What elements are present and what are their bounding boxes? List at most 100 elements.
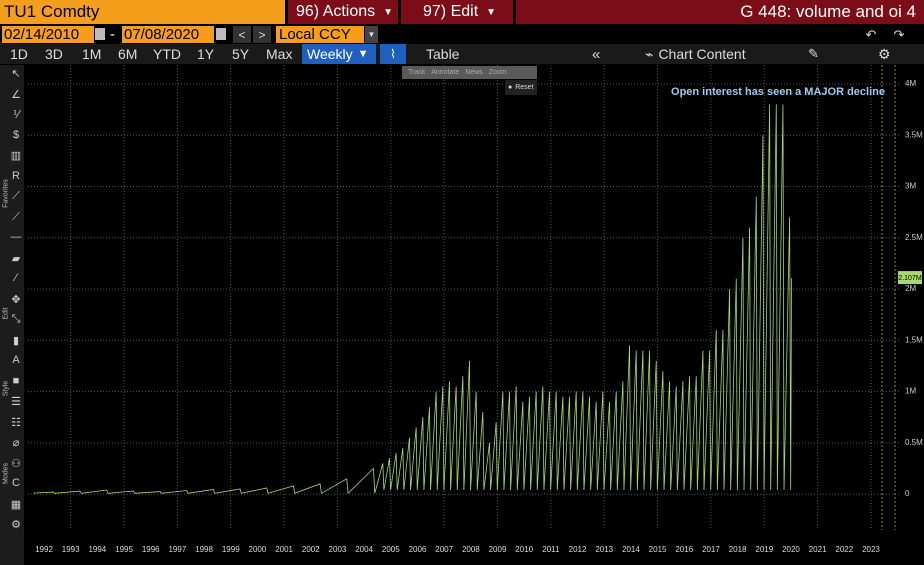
annotation: Open interest has seen a MAJOR decline (671, 86, 885, 98)
reset-label: Reset (515, 84, 534, 91)
dropdown-icon: ▼ (486, 6, 497, 18)
frequency-select[interactable]: Weekly ▼ (302, 44, 376, 64)
y-tick-label: 2M (905, 284, 916, 293)
period-button[interactable]: 1D (10, 46, 28, 62)
x-tick-label: 2007 (435, 545, 453, 554)
dropdown-icon: ▼ (383, 6, 394, 18)
prev-button[interactable]: < (233, 26, 251, 43)
x-tick-label: 2002 (302, 545, 320, 554)
tool-icon[interactable]: ⟋ (12, 210, 20, 223)
y-tick-label: 1.5M (905, 335, 923, 344)
reset-button[interactable]: ● Reset (505, 80, 537, 95)
x-tick-label: 2004 (355, 545, 373, 554)
reset-icon: ● (508, 84, 513, 91)
x-tick-label: 2000 (249, 545, 267, 554)
calendar-icon[interactable] (95, 28, 105, 40)
sidebar-label: Edit (2, 307, 10, 320)
dropdown-icon: ▼ (357, 48, 369, 60)
period-button[interactable]: YTD (153, 46, 181, 62)
ticker-field[interactable]: TU1 Comdty (0, 0, 285, 24)
chart: 0 0.5M 1M 1.5M 2M 2.5M 3M 3.5M 4M 1992 1993 1994 199… (24, 65, 924, 565)
sidebar-label: Modes (2, 463, 10, 485)
y-tick-label: 1M (905, 387, 916, 396)
x-tick-label: 1997 (168, 545, 186, 554)
x-tick-label: 2013 (595, 545, 613, 554)
chart-icon: ⌁ (645, 45, 654, 62)
x-tick-label: 2009 (489, 545, 507, 554)
collapse-button[interactable]: « (592, 45, 601, 63)
function-title: G 448: volume and oi 4 (516, 0, 924, 24)
chart-content-label: Chart Content (658, 46, 746, 62)
settings-button[interactable]: ⚙ (878, 45, 891, 62)
x-tick-label: 1999 (222, 545, 240, 554)
tool-icon[interactable]: R (12, 169, 20, 182)
period-button[interactable]: 5Y (232, 46, 250, 62)
frequency-label: Weekly (307, 46, 353, 62)
toolbar: 1D 3D 1M 6M YTD 1Y 5Y Max (0, 44, 924, 64)
tool-icon[interactable]: ⌀ (12, 437, 20, 449)
sidebar-label: Style (2, 380, 10, 397)
table-button[interactable]: Table (426, 46, 460, 62)
currency-field[interactable]: Local CCY (276, 26, 364, 43)
tool-icon[interactable]: $ (12, 128, 20, 141)
x-tick-label: 2016 (675, 545, 693, 554)
next-button[interactable]: > (253, 26, 271, 43)
y-tick-label: 0.5M (905, 438, 923, 447)
chart-menu-item[interactable]: Annotate (431, 69, 460, 76)
tool-icon[interactable]: ☷ (11, 416, 21, 429)
tool-icon[interactable]: ▰ (11, 252, 21, 265)
tool-icon[interactable]: ⤡ (11, 313, 21, 325)
currency-dropdown[interactable]: ▼ (365, 26, 378, 43)
period-button[interactable]: 1Y (197, 46, 215, 62)
actions-label: 96) Actions (296, 3, 376, 20)
tool-icon[interactable]: ✥ (11, 293, 21, 306)
undo-button[interactable]: ↶ (865, 26, 877, 42)
x-tick-label: 1995 (115, 545, 133, 554)
x-tick-label: 1992 (35, 545, 53, 554)
redo-button[interactable]: ↷ (893, 26, 905, 42)
tool-icon[interactable]: ⟋ (12, 190, 20, 202)
chart-menu-item[interactable]: Track (408, 69, 426, 76)
edit-chart-button[interactable]: ✎ (808, 46, 819, 61)
tool-icon[interactable]: C (12, 477, 20, 489)
chart-menu-item[interactable]: Zoom (488, 69, 507, 76)
tool-icon[interactable]: ∠ (11, 88, 21, 101)
x-tick-label: 2015 (649, 545, 667, 554)
x-tick-label: 2021 (809, 545, 827, 554)
chart-mode-button[interactable]: ⌇ (380, 44, 406, 64)
end-date[interactable]: 07/08/2020 (122, 26, 214, 43)
period-button[interactable]: Max (266, 46, 293, 62)
edit-menu[interactable]: 97) Edit ▼ (401, 0, 513, 24)
tool-icon[interactable]: A (12, 354, 20, 366)
tool-icon[interactable]: ⚙ (11, 519, 21, 531)
actions-menu[interactable]: 96) Actions ▼ (288, 0, 398, 24)
x-tick-label: 2003 (329, 545, 347, 554)
tool-icon[interactable]: — (10, 231, 22, 243)
sidebar: ↖ ∠ ⅟ $ ▥ R ⟋ ⟋ — ▰ ∕ ✥ ⤡ ▮ A ■ ☰ ☷ ⌀ ⚇ C ▦ ⚙ Favorites Edit Styl… (0, 65, 24, 565)
x-tick-label: 2022 (835, 545, 853, 554)
tool-icon[interactable]: ∕ (15, 272, 17, 284)
x-tick-label: 1994 (88, 545, 106, 554)
tool-icon[interactable]: ↖ (11, 68, 21, 80)
x-tick-label: 2005 (382, 545, 400, 554)
x-tick-label: 2019 (755, 545, 773, 554)
tool-icon[interactable]: ☰ (11, 396, 21, 408)
tool-icon[interactable]: ▥ (10, 150, 22, 162)
calendar-icon[interactable] (216, 28, 226, 40)
chart-menu-item[interactable]: News (465, 69, 483, 76)
period-button[interactable]: 6M (118, 46, 138, 62)
x-tick-label: 2023 (862, 545, 880, 554)
x-tick-label: 2017 (702, 545, 720, 554)
tool-icon[interactable]: ▮ (12, 334, 20, 347)
tool-icon[interactable]: ■ (12, 374, 20, 387)
x-tick-label: 1993 (62, 545, 80, 554)
period-button[interactable]: 1M (82, 46, 102, 62)
start-date[interactable]: 02/14/2010 (2, 26, 94, 43)
tool-icon[interactable]: ▦ (10, 498, 22, 511)
tool-icon[interactable]: ⅟ (12, 109, 20, 121)
chart-content-button[interactable]: ⌁ Chart Content (645, 44, 746, 64)
x-tick-label: 2001 (275, 545, 293, 554)
period-button[interactable]: 3D (45, 46, 63, 62)
tool-icon[interactable]: ⚇ (11, 457, 21, 470)
